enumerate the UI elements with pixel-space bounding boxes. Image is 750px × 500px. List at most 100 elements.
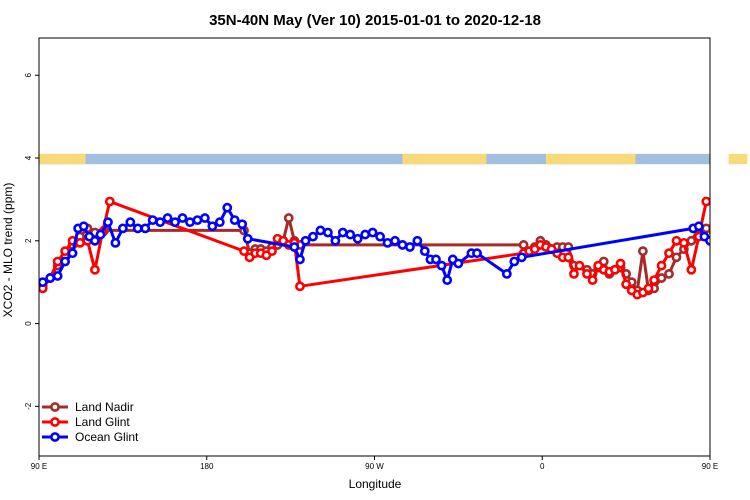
data-point-ocean-glint [60, 256, 70, 267]
series-layer [39, 196, 750, 300]
data-point-land-glint [239, 246, 249, 257]
data-point-ocean-glint [315, 225, 326, 236]
data-point-land-glint [679, 237, 689, 248]
legend-item-land-nadir: Land Nadir [42, 400, 134, 414]
data-point-ocean-glint [132, 223, 143, 234]
data-point-ocean-glint [705, 235, 710, 246]
y-tick-label: 2 [24, 238, 33, 243]
data-point-land-nadir [638, 246, 648, 257]
data-point-ocean-glint [199, 213, 210, 223]
data-point-land-nadir [283, 213, 294, 223]
data-point-ocean-glint [140, 223, 151, 234]
data-point-land-glint [621, 279, 632, 290]
data-point-land-nadir [671, 252, 682, 263]
data-point-land-glint [104, 196, 115, 207]
data-point-land-glint [569, 269, 579, 279]
series-line-land-glint [41, 200, 708, 297]
data-point-land-glint [671, 235, 682, 246]
data-point-ocean-glint [170, 217, 180, 228]
data-point-land-glint [563, 252, 574, 263]
data-point-land-glint [582, 269, 592, 279]
data-point-ocean-glint [90, 235, 100, 246]
data-point-land-nadir [656, 273, 667, 283]
data-point-land-glint [75, 237, 85, 248]
data-point-ocean-glint [289, 242, 300, 252]
data-point-land-glint [574, 260, 585, 271]
data-point-ocean-glint [45, 273, 56, 283]
data-point-ocean-glint [345, 229, 356, 240]
data-point-ocean-glint [110, 237, 121, 248]
data-point-ocean-glint [693, 221, 704, 232]
data-point-ocean-glint [67, 248, 78, 259]
data-point-ocean-glint [39, 277, 48, 288]
data-point-ocean-glint [125, 217, 136, 228]
data-point-ocean-glint [723, 239, 730, 246]
y-axis-label: XCO2 - MLO trend (ppm) [1, 183, 15, 318]
data-point-ocean-glint [117, 223, 128, 234]
x-tick-label: 0 [540, 462, 545, 471]
data-point-ocean-glint [192, 215, 203, 225]
data-point-ocean-glint [207, 221, 218, 232]
land-ocean-strip [39, 153, 748, 165]
data-point-land-glint [615, 258, 626, 269]
y-tick-label: 4 [24, 155, 33, 160]
legend-item-ocean-glint: Ocean Glint [42, 430, 139, 444]
data-point-land-nadir [708, 229, 710, 236]
data-point-ocean-glint [52, 271, 63, 281]
y-tick-label: -2 [24, 402, 33, 410]
land-band [545, 153, 636, 165]
data-point-land-glint [649, 275, 659, 286]
data-point-ocean-glint [453, 258, 464, 269]
land-band [728, 153, 748, 165]
data-point-ocean-glint [337, 227, 348, 238]
data-point-ocean-glint [431, 254, 441, 265]
data-point-ocean-glint [436, 260, 447, 271]
data-point-ocean-glint [367, 227, 378, 238]
data-point-ocean-glint [746, 225, 750, 232]
data-point-ocean-glint [308, 231, 318, 242]
data-point-ocean-glint [442, 275, 453, 286]
y-tick-label: 6 [24, 72, 33, 77]
data-point-ocean-glint [222, 202, 233, 213]
data-point-ocean-glint [229, 215, 240, 225]
data-point-ocean-glint [405, 242, 415, 252]
legend-item-land-glint: Land Glint [42, 415, 130, 429]
data-point-land-glint [664, 248, 674, 259]
data-point-ocean-glint [242, 233, 253, 244]
data-point-ocean-glint [412, 235, 423, 246]
data-point-ocean-glint [712, 229, 719, 236]
data-point-ocean-glint [95, 229, 106, 240]
legend-label: Land Nadir [75, 400, 134, 414]
x-tick-label: 180 [200, 462, 214, 471]
data-point-land-glint [267, 246, 277, 257]
data-point-ocean-glint [330, 235, 341, 246]
y-tick-label: 0 [24, 321, 33, 326]
data-point-ocean-glint [147, 215, 158, 225]
data-point-ocean-glint [78, 221, 89, 232]
data-point-ocean-glint [382, 237, 393, 248]
data-point-ocean-glint [185, 217, 195, 228]
data-point-ocean-glint [360, 229, 371, 240]
data-point-ocean-glint [103, 217, 113, 228]
data-point-ocean-glint [177, 213, 188, 223]
data-point-ocean-glint [390, 235, 400, 246]
legend-label: Land Glint [75, 415, 130, 429]
series-ocean-glint [39, 202, 750, 288]
data-point-ocean-glint [472, 248, 482, 259]
series-land-glint [39, 196, 710, 300]
legend-marker [50, 417, 60, 427]
data-point-land-nadir [701, 223, 710, 234]
data-point-land-glint [587, 275, 598, 286]
data-point-ocean-glint [237, 219, 248, 230]
data-point-land-glint [701, 196, 710, 207]
data-point-ocean-glint [352, 233, 363, 244]
data-point-land-glint [60, 246, 70, 257]
data-point-ocean-glint [397, 240, 408, 250]
x-tick-label: 90 E [702, 462, 718, 471]
data-point-land-nadir [664, 269, 674, 279]
data-point-land-glint [90, 264, 100, 275]
chart-title: 35N-40N May (Ver 10) 2015-01-01 to 2020-… [209, 12, 541, 29]
data-point-ocean-glint [509, 256, 520, 267]
